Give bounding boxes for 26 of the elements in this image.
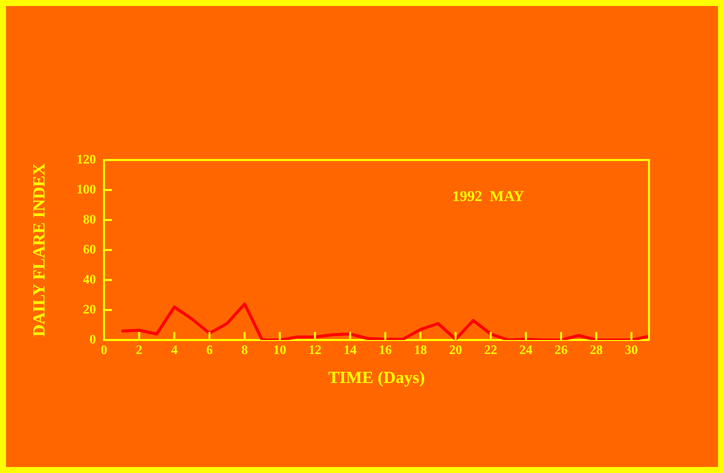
x-tick-label: 12 (308, 342, 322, 358)
x-tick-label: 28 (590, 342, 604, 358)
y-tick-label: 40 (83, 271, 96, 286)
x-tick-label: 30 (624, 342, 638, 358)
x-tick-label: 18 (414, 342, 428, 358)
x-tick-label: 8 (241, 342, 248, 358)
annotation: 1992 MAY (452, 188, 524, 205)
x-tick-label: 10 (273, 342, 286, 358)
y-tick-label: 0 (90, 331, 96, 346)
x-tick-label: 22 (484, 342, 498, 358)
x-tick-label: 2 (136, 342, 142, 358)
x-tick-label: 4 (171, 342, 178, 358)
y-axis-title: DAILY FLARE INDEX (30, 162, 49, 337)
y-tick-label: 60 (83, 241, 96, 256)
x-tick-label: 0 (100, 342, 108, 358)
y-tick-label: 120 (76, 151, 96, 166)
y-tick-label: 80 (83, 211, 96, 226)
x-tick-label: 16 (378, 342, 392, 358)
x-tick-label: 24 (519, 342, 533, 358)
x-tick-label: 14 (344, 342, 358, 358)
x-tick-label: 20 (449, 342, 462, 358)
y-tick-label: 100 (76, 181, 96, 196)
x-tick-label: 6 (206, 342, 214, 358)
x-axis-title: TIME (Days) (328, 368, 425, 388)
y-tick-label: 20 (83, 301, 96, 316)
x-tick-label: 26 (554, 342, 568, 358)
